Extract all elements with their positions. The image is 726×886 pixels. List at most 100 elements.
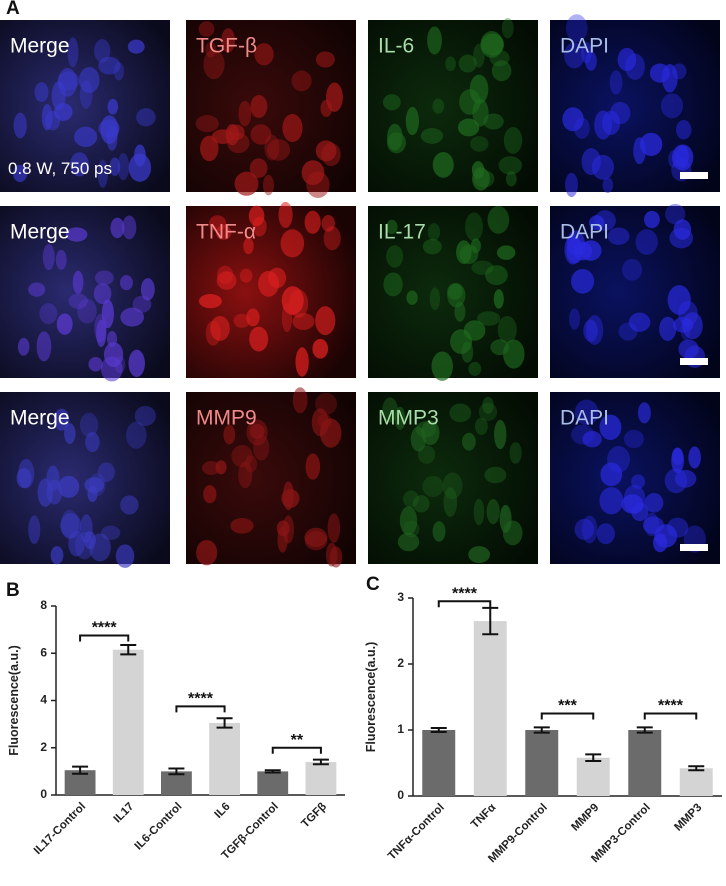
cell — [281, 286, 304, 315]
cell — [672, 63, 687, 80]
cell — [660, 93, 684, 119]
cell — [100, 115, 119, 145]
cell — [203, 485, 217, 504]
cell — [631, 502, 649, 522]
significance-bracket — [271, 746, 322, 754]
cell — [101, 299, 114, 329]
cell — [217, 265, 234, 285]
cell — [246, 419, 268, 446]
scale-bar — [680, 544, 708, 551]
cell — [644, 493, 664, 513]
cell — [321, 142, 341, 167]
x-tick-label: TNFα — [469, 802, 498, 831]
cell — [17, 337, 30, 356]
cell — [471, 260, 494, 275]
panel-label: A — [6, 0, 20, 19]
cell — [201, 461, 221, 476]
cell — [580, 41, 592, 64]
significance-bracket — [437, 600, 492, 608]
cell — [566, 237, 584, 264]
cell — [420, 127, 444, 144]
bar — [473, 621, 507, 796]
cell — [101, 525, 121, 540]
cell — [295, 347, 309, 377]
cell — [78, 66, 100, 94]
cell — [582, 430, 602, 448]
cell — [94, 313, 107, 343]
cell — [628, 312, 651, 332]
error-bar — [168, 767, 185, 776]
cell — [50, 546, 64, 565]
cell — [97, 462, 115, 482]
scale-bar — [680, 172, 708, 179]
cell — [478, 402, 498, 422]
channel-label: DAPI — [560, 220, 609, 243]
cell — [56, 313, 73, 335]
cell — [225, 123, 239, 146]
bar — [422, 730, 456, 796]
cell — [195, 115, 219, 133]
cell — [136, 108, 156, 127]
cell — [432, 521, 446, 542]
error-bar — [636, 726, 653, 734]
cell — [196, 539, 218, 566]
channel-label: Merge — [10, 34, 70, 57]
cell — [682, 312, 703, 340]
cell — [127, 39, 145, 54]
cell — [200, 135, 219, 162]
y-tick-label: 8 — [40, 598, 47, 612]
cell — [210, 315, 230, 341]
cell — [671, 447, 685, 474]
cell — [37, 478, 53, 507]
cell — [42, 243, 55, 271]
cell — [126, 421, 147, 449]
cell — [482, 396, 494, 414]
cell — [80, 514, 93, 543]
cell — [250, 124, 272, 145]
cell — [110, 217, 125, 239]
cell — [238, 461, 253, 489]
cell — [442, 472, 463, 500]
cell — [431, 351, 453, 381]
cell — [498, 156, 522, 175]
cell — [317, 414, 332, 429]
cell — [668, 150, 679, 168]
cell — [427, 26, 442, 55]
cell — [382, 94, 401, 111]
scale-bar — [680, 358, 708, 365]
cell — [486, 499, 500, 525]
panel-label: B — [6, 580, 20, 601]
cell — [88, 357, 103, 372]
significance-bracket — [540, 712, 595, 720]
bar — [576, 757, 610, 796]
cell — [483, 113, 504, 130]
cell — [75, 531, 94, 560]
channel-label: DAPI — [560, 406, 609, 429]
y-tick-label: 2 — [40, 740, 47, 754]
cell — [496, 245, 516, 260]
cell — [607, 227, 630, 245]
cell — [216, 271, 237, 290]
cell — [28, 515, 41, 544]
cell — [74, 126, 98, 148]
cell — [574, 399, 599, 426]
cell — [215, 225, 232, 240]
cell — [470, 136, 489, 152]
error-bar — [585, 753, 602, 763]
cell — [599, 487, 624, 515]
cell — [669, 227, 694, 249]
cell — [250, 94, 268, 119]
cell — [301, 160, 325, 186]
cell — [676, 145, 689, 169]
cell — [473, 43, 485, 68]
significance-label: **** — [658, 698, 684, 715]
channel-label: IL-6 — [378, 34, 414, 57]
cell — [586, 315, 604, 346]
cell — [643, 210, 660, 229]
cell — [319, 418, 342, 448]
cell — [305, 453, 321, 480]
cell — [119, 275, 133, 291]
cell — [493, 289, 504, 309]
cell — [312, 338, 329, 359]
cell — [266, 139, 291, 161]
